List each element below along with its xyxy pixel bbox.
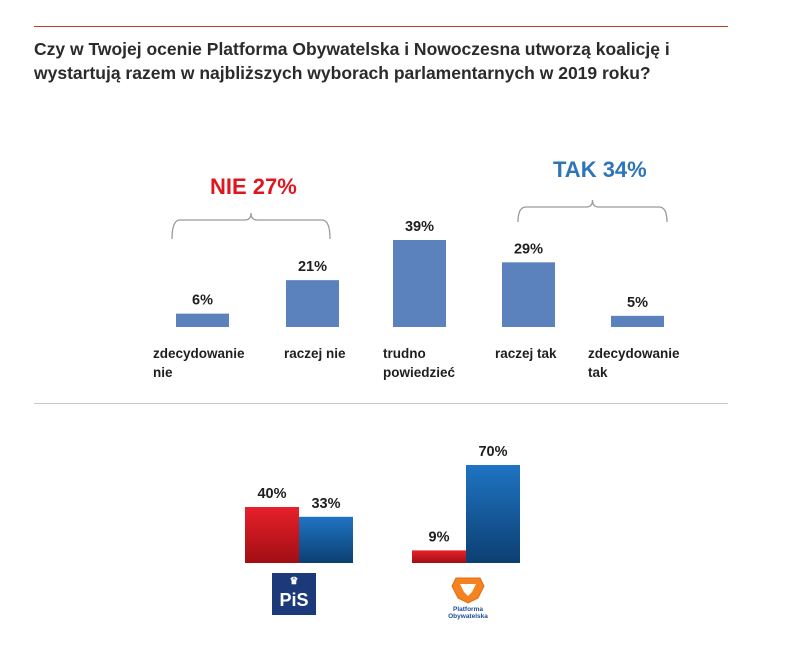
pis-logo-text: PiS	[279, 590, 309, 610]
category-label: zdecydowanie nie	[153, 346, 245, 380]
category-label: zdecydowanie tak	[588, 346, 680, 380]
pis-logo: ♛ PiS	[272, 573, 316, 615]
tak-group-label: TAK 34%	[553, 157, 647, 182]
data-label: 9%	[429, 529, 450, 545]
divider	[34, 403, 728, 404]
bar	[611, 315, 664, 327]
bar	[502, 262, 555, 327]
po-logo-text: Platforma Obywatelska	[448, 606, 488, 620]
data-label: 6%	[192, 293, 213, 309]
data-label: 21%	[298, 259, 327, 275]
eagle-icon: ♛	[289, 576, 299, 587]
title-line-1: Czy w Twojej ocenie Platforma Obywatelsk…	[34, 39, 670, 59]
tak-brace	[517, 199, 668, 223]
po-logo: Platforma Obywatelska	[438, 572, 498, 622]
data-label: 33%	[311, 496, 340, 512]
bar	[176, 313, 229, 327]
bar	[466, 465, 520, 563]
bar	[393, 240, 446, 327]
category-label: raczej nie	[284, 346, 346, 361]
category-label: raczej tak	[495, 346, 557, 361]
data-label: 39%	[405, 219, 434, 235]
po-logo-icon	[451, 577, 485, 604]
top-rule	[34, 26, 728, 27]
bar	[299, 516, 353, 563]
category-label: trudno powiedzieć	[383, 346, 456, 380]
bar	[286, 280, 339, 327]
data-label: 5%	[627, 295, 648, 311]
nie-brace	[171, 212, 331, 240]
nie-group-label: NIE 27%	[210, 174, 297, 199]
title-line-2: wystartują razem w najbliższych wyborach…	[34, 63, 651, 83]
data-label: 70%	[478, 444, 507, 460]
data-label: 29%	[514, 241, 543, 257]
chart-title: Czy w Twojej ocenie Platforma Obywatelsk…	[34, 37, 754, 85]
bar	[412, 550, 466, 563]
data-label: 40%	[257, 486, 286, 502]
bar	[245, 507, 299, 563]
